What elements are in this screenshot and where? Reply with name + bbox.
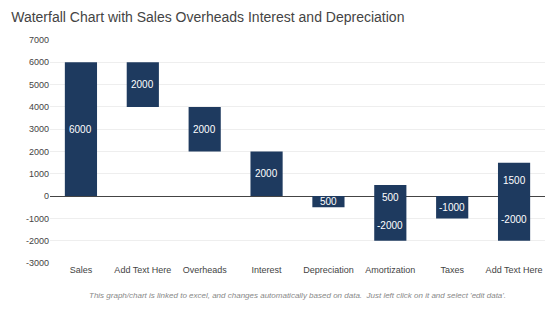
svg-text:2000: 2000 — [193, 124, 216, 135]
svg-text:0: 0 — [44, 191, 49, 201]
svg-text:4000: 4000 — [29, 102, 49, 112]
svg-text:Sales: Sales — [70, 265, 93, 275]
svg-text:1500: 1500 — [503, 175, 526, 186]
svg-text:-1000: -1000 — [26, 214, 49, 224]
svg-text:Interest: Interest — [252, 265, 283, 275]
svg-text:Waterfall Chart with Sales Ove: Waterfall Chart with Sales Overheads Int… — [11, 9, 404, 25]
svg-text:-2000: -2000 — [26, 236, 49, 246]
svg-text:This graph/chart is linked to: This graph/chart is linked to excel, and… — [89, 291, 506, 300]
svg-text:2000: 2000 — [131, 79, 154, 90]
svg-text:Depreciation: Depreciation — [303, 265, 354, 275]
svg-text:-2000: -2000 — [501, 214, 527, 225]
svg-text:-2000: -2000 — [377, 220, 403, 231]
svg-text:5000: 5000 — [29, 80, 49, 90]
svg-text:Taxes: Taxes — [440, 265, 464, 275]
svg-text:Add Text Here: Add Text Here — [114, 265, 171, 275]
svg-text:-1000: -1000 — [439, 202, 465, 213]
svg-text:Amortization: Amortization — [365, 265, 415, 275]
svg-text:500: 500 — [382, 192, 399, 203]
svg-text:-3000: -3000 — [26, 258, 49, 268]
svg-text:3000: 3000 — [29, 124, 49, 134]
svg-text:7000: 7000 — [29, 35, 49, 45]
svg-text:Overheads: Overheads — [183, 265, 228, 275]
svg-text:6000: 6000 — [29, 57, 49, 67]
svg-text:6000: 6000 — [69, 124, 92, 135]
svg-text:Add Text Here: Add Text Here — [486, 265, 543, 275]
svg-text:1000: 1000 — [29, 169, 49, 179]
svg-text:500: 500 — [320, 196, 337, 207]
svg-text:2000: 2000 — [255, 168, 278, 179]
svg-text:2000: 2000 — [29, 147, 49, 157]
